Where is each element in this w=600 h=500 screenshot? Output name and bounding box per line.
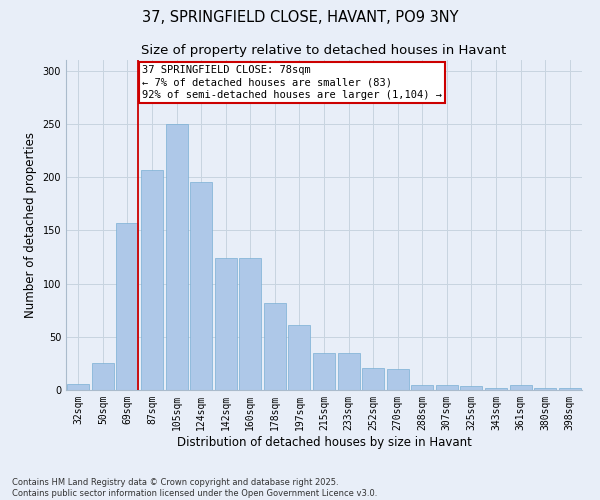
Bar	[141, 170, 163, 390]
Bar	[411, 384, 433, 390]
Bar	[559, 388, 581, 390]
Bar	[534, 388, 556, 390]
Bar	[264, 302, 286, 390]
Bar	[313, 352, 335, 390]
X-axis label: Distribution of detached houses by size in Havant: Distribution of detached houses by size …	[176, 436, 472, 448]
Bar	[215, 258, 237, 390]
Bar	[67, 384, 89, 390]
Text: 37 SPRINGFIELD CLOSE: 78sqm
← 7% of detached houses are smaller (83)
92% of semi: 37 SPRINGFIELD CLOSE: 78sqm ← 7% of deta…	[142, 66, 442, 100]
Bar	[92, 364, 114, 390]
Bar	[460, 386, 482, 390]
Text: Contains HM Land Registry data © Crown copyright and database right 2025.
Contai: Contains HM Land Registry data © Crown c…	[12, 478, 377, 498]
Bar	[190, 182, 212, 390]
Y-axis label: Number of detached properties: Number of detached properties	[24, 132, 37, 318]
Bar	[289, 325, 310, 390]
Title: Size of property relative to detached houses in Havant: Size of property relative to detached ho…	[142, 44, 506, 58]
Bar	[166, 124, 188, 390]
Bar	[485, 388, 507, 390]
Text: 37, SPRINGFIELD CLOSE, HAVANT, PO9 3NY: 37, SPRINGFIELD CLOSE, HAVANT, PO9 3NY	[142, 10, 458, 25]
Bar	[436, 384, 458, 390]
Bar	[116, 223, 139, 390]
Bar	[239, 258, 262, 390]
Bar	[386, 368, 409, 390]
Bar	[509, 384, 532, 390]
Bar	[338, 352, 359, 390]
Bar	[362, 368, 384, 390]
